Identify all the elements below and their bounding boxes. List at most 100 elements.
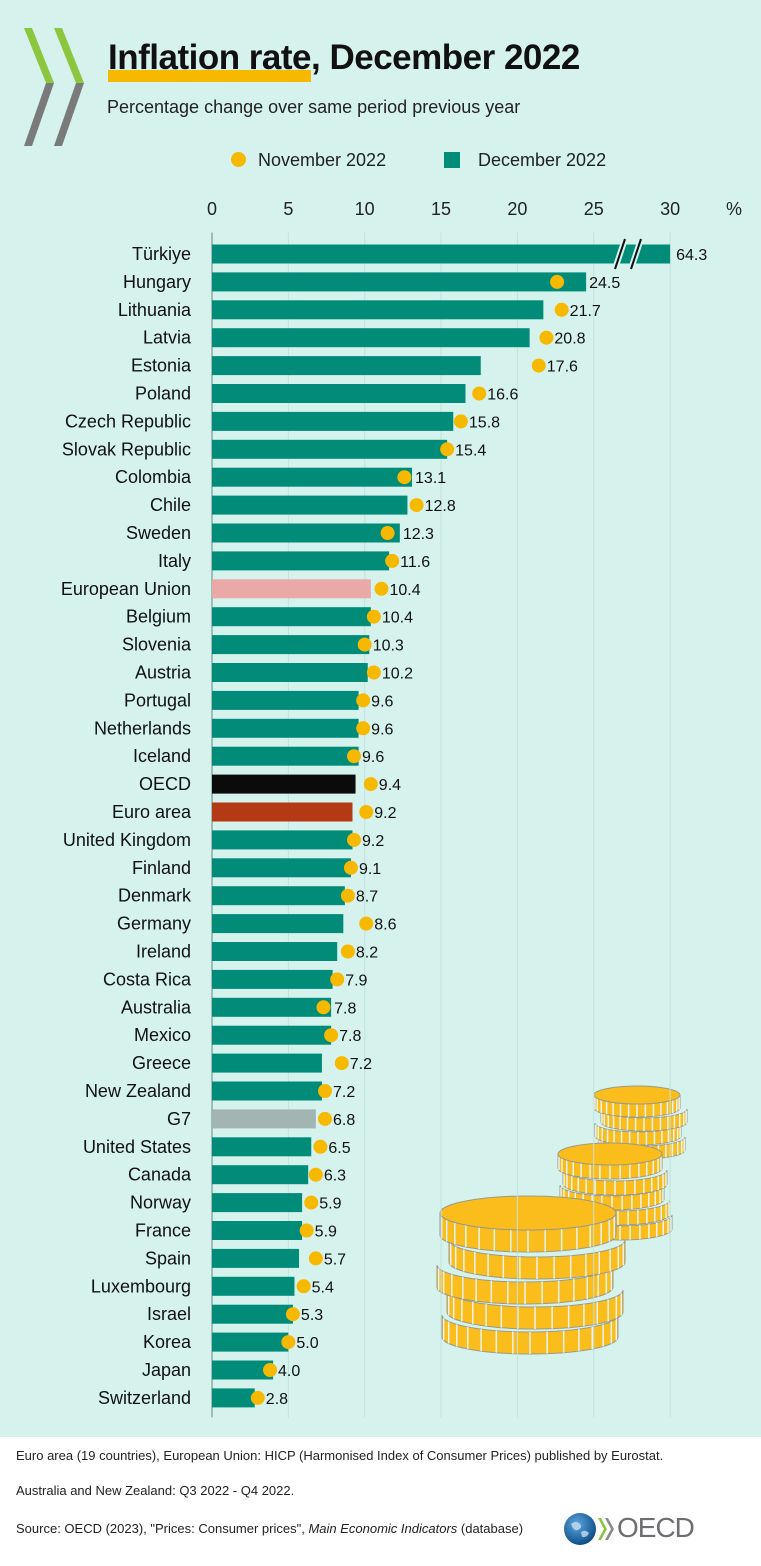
legend-november-marker <box>231 152 246 167</box>
november-dot <box>347 749 362 764</box>
bar-lithuania <box>212 300 544 320</box>
category-label: Greece <box>132 1053 191 1073</box>
category-label: Portugal <box>124 690 191 710</box>
bar-türkiye <box>212 244 671 264</box>
november-dot <box>366 665 381 680</box>
value-label: 5.3 <box>301 1307 323 1324</box>
november-dot <box>453 414 468 429</box>
source-suffix: (database) <box>457 1521 524 1536</box>
category-label: Poland <box>135 384 191 404</box>
value-label: 12.3 <box>403 526 434 543</box>
category-label: Japan <box>142 1360 191 1380</box>
bar-japan <box>212 1360 274 1380</box>
bar-israel <box>212 1304 293 1324</box>
bar-belgium <box>212 607 371 627</box>
bar-finland <box>212 858 351 878</box>
november-dot <box>374 581 389 596</box>
november-dot <box>357 637 372 652</box>
category-label: Germany <box>117 914 191 934</box>
category-label: Italy <box>158 551 191 571</box>
chart-title: Inflation rate, December 2022 <box>108 38 580 78</box>
value-label: 9.2 <box>362 833 384 850</box>
value-label: 8.6 <box>374 917 396 934</box>
footnote-australia-nz: Australia and New Zealand: Q3 2022 - Q4 … <box>16 1483 295 1498</box>
value-label: 17.6 <box>547 359 578 376</box>
category-label: G7 <box>167 1109 191 1129</box>
november-dot <box>440 442 455 457</box>
coin <box>446 1289 624 1330</box>
value-label: 5.9 <box>319 1196 341 1213</box>
value-label: 20.8 <box>554 331 585 348</box>
november-dot <box>343 860 358 875</box>
bar-european-union <box>212 579 371 599</box>
bar-united-states <box>212 1137 312 1157</box>
coin <box>436 1264 614 1305</box>
value-label: 9.4 <box>379 777 401 794</box>
oecd-brand-text: OECD <box>617 1512 695 1543</box>
bar-greece <box>212 1053 322 1073</box>
coin-stacks-illustration <box>436 1085 688 1355</box>
november-dot <box>317 1084 332 1098</box>
bar-spain <box>212 1248 300 1268</box>
bar-iceland <box>212 746 359 766</box>
x-tick-label: 30 <box>660 199 680 219</box>
bar-switzerland <box>212 1388 255 1408</box>
axis-break-mark <box>614 238 626 270</box>
category-label: France <box>135 1221 191 1241</box>
value-label: 7.8 <box>339 1028 361 1045</box>
november-dot <box>263 1363 278 1377</box>
bar-poland <box>212 384 466 403</box>
axis-break <box>612 238 644 270</box>
bar-netherlands <box>212 718 359 738</box>
category-label: Luxembourg <box>91 1276 191 1296</box>
category-label: Chile <box>150 495 191 515</box>
legend-december-marker <box>444 152 460 168</box>
value-label: 11.6 <box>400 554 430 571</box>
november-dot <box>409 498 424 513</box>
category-labels: Türkiye Hungary Lithuania Latvia Estonia Pola… <box>61 244 192 1408</box>
bar-denmark <box>212 886 345 906</box>
november-dot <box>340 944 355 959</box>
title-rest-text: , December 2022 <box>311 38 580 77</box>
bar-euro-area <box>212 802 353 822</box>
coin <box>439 1195 617 1253</box>
bar-oecd <box>212 774 356 794</box>
bar-germany <box>212 914 344 934</box>
value-label: 13.1 <box>415 470 446 487</box>
category-label: Costa Rica <box>103 969 192 989</box>
november-dot <box>317 1111 332 1126</box>
coin <box>441 1314 619 1355</box>
x-tick-label: 15 <box>431 199 451 219</box>
bar-new-zealand <box>212 1081 322 1101</box>
value-label: 15.4 <box>455 442 486 459</box>
category-label: Mexico <box>134 1025 191 1045</box>
bar-costa-rica <box>212 969 333 989</box>
bar-g7 <box>212 1109 316 1129</box>
november-dot <box>285 1307 300 1322</box>
bar-hungary <box>212 272 587 292</box>
november-dot <box>366 609 381 624</box>
category-label: Türkiye <box>132 244 191 264</box>
bar-ireland <box>212 942 338 961</box>
value-label: 5.4 <box>312 1279 334 1296</box>
bar-korea <box>212 1332 289 1352</box>
category-label: Australia <box>121 997 192 1017</box>
value-label: 9.6 <box>362 749 384 766</box>
x-tick-label: 0 <box>207 199 217 219</box>
november-dot <box>299 1223 314 1238</box>
value-label: 9.6 <box>371 693 393 710</box>
value-label: 8.7 <box>356 889 378 906</box>
value-label: 12.8 <box>425 498 456 515</box>
bar-estonia <box>212 356 481 376</box>
november-dot <box>304 1195 319 1210</box>
november-dot <box>359 805 374 819</box>
november-dot <box>316 1000 331 1015</box>
category-label: Norway <box>130 1193 191 1213</box>
bar-chile <box>212 495 408 515</box>
value-label: 6.3 <box>324 1168 346 1185</box>
category-label: Switzerland <box>98 1388 191 1408</box>
x-tick-label: 10 <box>355 199 375 219</box>
value-labels: 64.3 24.5 21.7 20.8 17.6 16.6 15.8 15.4 13.1 12.8… <box>266 247 708 1408</box>
x-axis-ticks: 0 5 10 15 20 25 30% <box>207 199 742 219</box>
bar-italy <box>212 551 390 571</box>
